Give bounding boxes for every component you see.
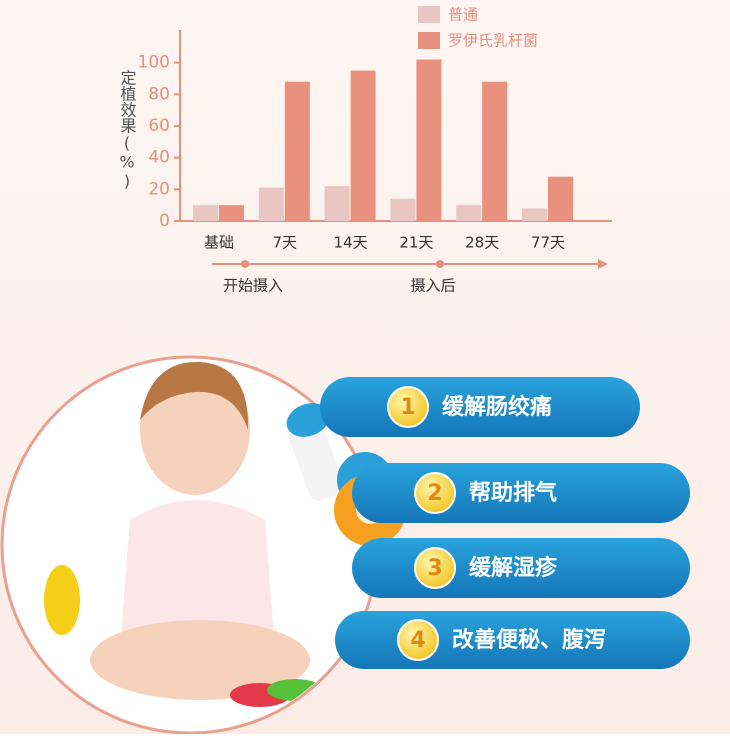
benefit-number: 1 <box>400 395 415 420</box>
bar <box>193 205 218 221</box>
x-tick-label: 28天 <box>465 234 499 252</box>
timeline-label: 开始摄入 <box>223 277 283 295</box>
benefit-number: 2 <box>427 481 442 506</box>
x-tick-label: 基础 <box>204 234 234 252</box>
benefit-text: 帮助排气 <box>469 480 557 506</box>
x-tick-label: 21天 <box>399 234 433 252</box>
legend-label: 普通 <box>448 6 478 24</box>
benefit-number: 3 <box>427 556 442 581</box>
timeline-dot <box>436 260 444 268</box>
bar <box>219 205 244 221</box>
legend-swatch <box>418 32 440 49</box>
benefit-number: 4 <box>410 628 425 653</box>
benefit-text: 缓解湿疹 <box>469 555 558 581</box>
y-tick-label: 20 <box>148 179 170 199</box>
bar <box>548 176 573 221</box>
photo <box>44 361 323 707</box>
y-tick-label: 100 <box>138 53 170 73</box>
chart: 定植效果(%) 开始摄入 摄入后 0 20 40 60 80 100 基础 7天 14天 21天 2… <box>118 6 612 295</box>
benefit-number-badge <box>414 547 456 589</box>
bar <box>390 198 416 221</box>
benefit-number-badge <box>414 472 456 514</box>
bar <box>456 205 482 221</box>
y-tick-label: 0 <box>159 211 170 231</box>
bar <box>482 81 508 222</box>
legend-swatch <box>418 6 440 23</box>
legend-label: 罗伊氏乳杆菌 <box>448 32 538 50</box>
y-tick-label: 80 <box>148 84 170 104</box>
timeline-arrow <box>598 259 608 269</box>
x-tick-label: 14天 <box>334 234 368 252</box>
bar <box>324 186 350 221</box>
benefit-text: 改善便秘、腹泻 <box>452 627 606 653</box>
benefit-number-badge <box>387 386 429 428</box>
timeline-dot <box>241 260 249 268</box>
y-tick-label: 40 <box>148 148 170 168</box>
bar <box>284 81 310 222</box>
benefit-number-badge <box>397 619 439 661</box>
x-tick-label: 77天 <box>531 234 565 252</box>
y-tick-label: 60 <box>148 116 170 136</box>
bar <box>522 208 547 221</box>
x-tick-label: 7天 <box>273 234 298 252</box>
timeline-label: 摄入后 <box>410 277 455 295</box>
benefit-text: 缓解肠绞痛 <box>442 394 552 420</box>
bar <box>350 70 376 221</box>
bar <box>258 187 284 221</box>
bar <box>416 59 442 221</box>
benefit-list: 1 缓解肠绞痛 2 帮助排气 3 缓解湿疹 4 改善便秘、腹泻 <box>320 377 690 669</box>
y-axis-label: 定植效果(%) <box>118 70 137 191</box>
